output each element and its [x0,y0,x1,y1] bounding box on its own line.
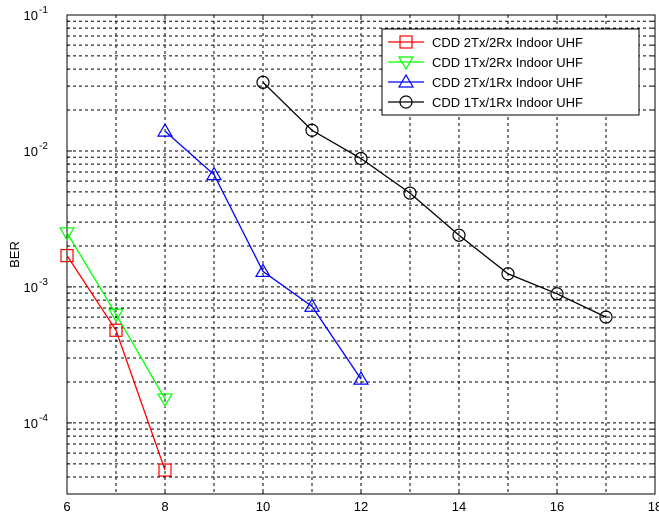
data-point [58,227,76,242]
data-point [60,249,74,263]
data-point [501,267,515,281]
series-line [66,255,166,471]
x-tick-label: 8 [161,499,168,514]
legend-marker [397,73,415,88]
legend-entry: CDD 2Tx/2Rx Indoor UHF [388,35,583,50]
legend-entry: CDD 2Tx/1Rx Indoor UHF [388,73,583,90]
data-point [109,323,123,337]
legend-marker [397,56,415,71]
legend-marker [399,35,413,49]
legend-label: CDD 1Tx/1Rx Indoor UHF [432,95,583,110]
x-tick-label: 14 [452,499,466,514]
legend: CDD 2Tx/2Rx Indoor UHF CDD 1Tx/2Rx Indoor… [381,28,640,116]
series-line [262,81,607,318]
series-1 [60,249,172,477]
x-tick-label: 6 [63,499,70,514]
data-point [452,228,466,242]
series-line [66,232,166,400]
y-tick-exponent: -2 [39,141,48,152]
y-tick-label: 10 [24,144,38,159]
data-point [156,393,174,408]
data-point [550,287,564,301]
legend-entry: CDD 1Tx/2Rx Indoor UHF [388,55,583,71]
legend-box [381,28,640,116]
series-line [164,130,362,380]
data-point [256,75,270,89]
data-point [158,463,172,477]
y-tick-exponent: -4 [39,413,48,424]
x-tick-label: 10 [256,499,270,514]
x-tick-label: 12 [354,499,368,514]
legend-label: CDD 1Tx/2Rx Indoor UHF [432,55,583,70]
series-4 [256,75,613,324]
y-axis-label: BER [7,241,22,268]
legend-label: CDD 2Tx/1Rx Indoor UHF [432,75,583,90]
x-tick-label: 16 [550,499,564,514]
y-tick-exponent: -3 [39,277,48,288]
data-point [599,310,613,324]
series-2 [58,227,174,408]
series-layer [58,75,613,477]
data-point [254,263,272,278]
legend-entry: CDD 1Tx/1Rx Indoor UHF [388,95,583,110]
data-point [156,122,174,137]
y-tick-label: 10 [24,8,38,23]
legend-label: CDD 2Tx/2Rx Indoor UHF [432,35,583,50]
data-point [107,308,125,323]
y-tick-label: 10 [24,280,38,295]
data-point [403,186,417,200]
y-tick-label: 10 [24,416,38,431]
legend-marker [399,95,413,109]
series-3 [156,122,370,385]
data-point [303,298,321,312]
x-tick-label: 18 [648,499,659,514]
data-point [305,123,319,137]
data-point [205,166,223,181]
data-point [354,151,368,166]
y-tick-exponent: -1 [39,5,48,16]
data-point [352,370,370,385]
